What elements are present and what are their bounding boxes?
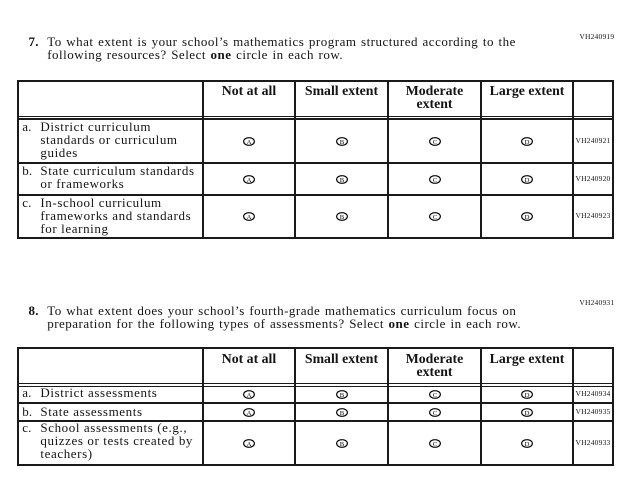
svg-text:B: B — [339, 441, 344, 448]
svg-text:D: D — [525, 138, 530, 145]
svg-text:D: D — [525, 214, 530, 221]
svg-text:A: A — [247, 409, 252, 416]
svg-text:B: B — [339, 409, 344, 416]
svg-text:B: B — [339, 214, 344, 221]
svg-text:A: A — [247, 138, 252, 145]
svg-text:B: B — [339, 176, 344, 183]
svg-text:D: D — [525, 176, 530, 183]
svg-text:B: B — [339, 138, 344, 145]
svg-text:C: C — [432, 214, 437, 221]
svg-text:D: D — [525, 409, 530, 416]
svg-text:B: B — [339, 392, 344, 399]
svg-text:C: C — [432, 441, 437, 448]
svg-text:A: A — [247, 392, 252, 399]
svg-text:D: D — [525, 441, 530, 448]
svg-text:D: D — [525, 392, 530, 399]
svg-text:A: A — [247, 176, 252, 183]
svg-text:C: C — [432, 138, 437, 145]
svg-text:A: A — [247, 214, 252, 221]
svg-text:C: C — [432, 392, 437, 399]
svg-text:A: A — [247, 441, 252, 448]
svg-text:C: C — [432, 409, 437, 416]
svg-text:C: C — [432, 176, 437, 183]
